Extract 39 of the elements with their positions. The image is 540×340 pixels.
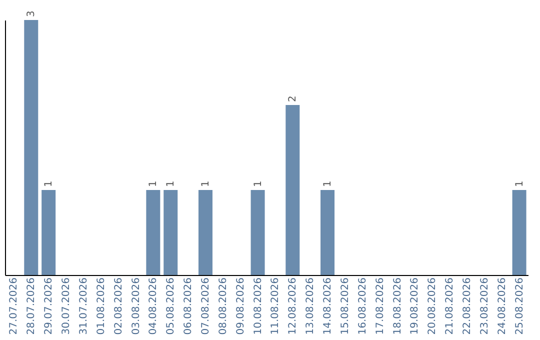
x-tick-label: 06.08.2026 — [183, 278, 194, 335]
x-tick-label: 25.08.2026 — [514, 278, 526, 335]
x-tick-label: 30.07.2026 — [61, 278, 72, 335]
data-label: 1 — [166, 180, 177, 187]
x-tick-label: 27.07.2026 — [8, 278, 20, 335]
x-tick-label: 28.07.2026 — [26, 278, 38, 335]
x-tick-label: 24.08.2026 — [496, 278, 508, 335]
x-tick-label: 20.08.2026 — [427, 278, 438, 335]
x-tick-label: 08.08.2026 — [218, 278, 229, 335]
x-tick-label: 02.08.2026 — [113, 278, 124, 335]
data-label: 1 — [44, 180, 55, 187]
data-label: 1 — [148, 180, 160, 187]
x-tick-label: 01.08.2026 — [96, 278, 107, 335]
data-label: 2 — [288, 96, 299, 102]
data-label: 1 — [514, 180, 526, 187]
data-label: 1 — [252, 180, 264, 187]
x-tick-label: 14.08.2026 — [322, 278, 334, 335]
x-tick-label: 13.08.2026 — [305, 278, 316, 335]
x-tick-label: 15.08.2026 — [340, 278, 351, 335]
data-label: 1 — [322, 180, 334, 187]
x-tick-label: 09.08.2026 — [235, 278, 246, 335]
x-tick-label: 18.08.2026 — [392, 278, 404, 335]
data-label: 1 — [200, 180, 212, 187]
x-tick-label: 22.08.2026 — [462, 278, 473, 335]
x-tick-label: 05.08.2026 — [166, 278, 177, 335]
x-tick-label: 07.08.2026 — [200, 278, 212, 335]
x-tick-label: 03.08.2026 — [130, 278, 142, 335]
x-tick-label: 23.08.2026 — [479, 278, 490, 335]
x-tick-label: 21.08.2026 — [444, 278, 456, 335]
x-tick-label: 19.08.2026 — [410, 278, 421, 335]
x-tick-label: 31.07.2026 — [78, 278, 90, 335]
x-tick-label: 11.08.2026 — [270, 278, 282, 335]
x-tick-label: 10.08.2026 — [252, 278, 264, 335]
data-label: 3 — [26, 10, 38, 17]
x-tick-label: 29.07.2026 — [44, 278, 55, 335]
x-tick-label: 16.08.2026 — [357, 278, 368, 335]
x-tick-label: 17.08.2026 — [374, 278, 386, 335]
x-tick-label: 12.08.2026 — [288, 278, 299, 335]
x-tick-label: 04.08.2026 — [148, 278, 160, 335]
